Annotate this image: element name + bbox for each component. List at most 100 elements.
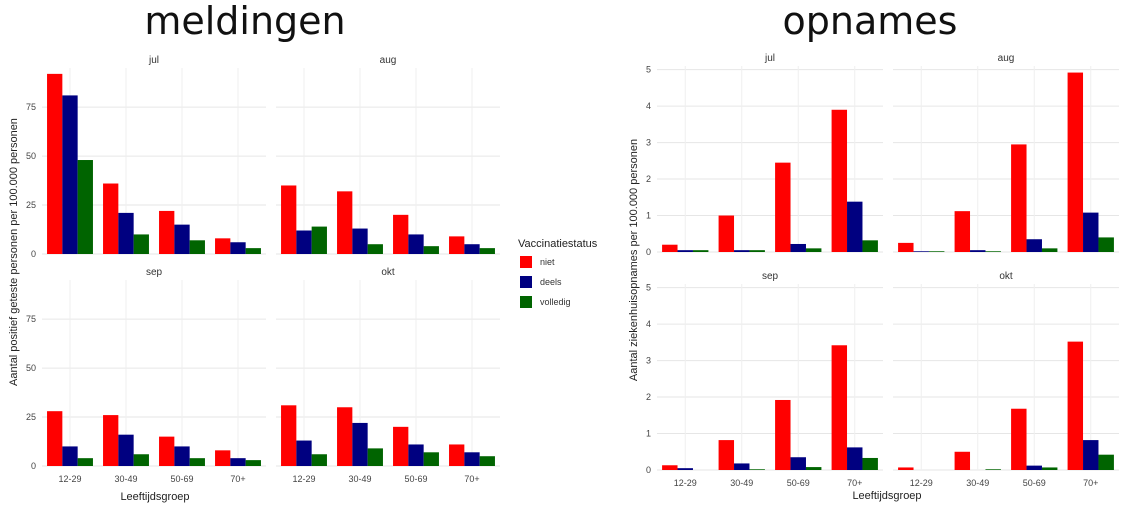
legend-label-volledig: volledig — [540, 297, 571, 307]
bar-sep-30-49-volledig — [749, 469, 765, 470]
bar-sep-50-69-volledig — [189, 458, 205, 466]
bar-okt-30-49-volledig — [985, 469, 1001, 470]
y-tick-label: 25 — [26, 412, 36, 422]
x-tick-label: 70+ — [464, 474, 479, 484]
bar-okt-30-49-volledig — [367, 448, 383, 466]
bar-jul-50-69-volledig — [189, 240, 205, 254]
bar-aug-70+-niet — [1067, 72, 1084, 253]
bar-aug-30-49-volledig — [985, 251, 1001, 252]
bar-okt-12-29-niet — [281, 405, 297, 466]
y-tick-label: 50 — [26, 363, 36, 373]
y-tick-label: 0 — [31, 461, 36, 471]
bar-jul-12-29-deels — [62, 95, 78, 255]
y-tick-label: 0 — [646, 465, 651, 475]
bar-sep-70+-volledig — [245, 460, 261, 466]
y-tick-label: 2 — [646, 174, 651, 184]
opnames-panel-okt: okt 12-29 30-49 50-69 70+ — [893, 271, 1119, 488]
bar-sep-30-49-volledig — [133, 454, 149, 466]
legend-title: Vaccinatiestatus — [518, 238, 598, 250]
y-tick-label: 0 — [31, 249, 36, 259]
x-tick-label: 12-29 — [910, 478, 933, 488]
bar-aug-30-49-deels — [352, 228, 368, 254]
x-tick-label: 30-49 — [730, 478, 753, 488]
bar-sep-50-69-deels — [174, 446, 190, 466]
bar-okt-30-49-niet — [954, 451, 971, 470]
y-tick-label: 3 — [646, 138, 651, 148]
y-tick-label: 5 — [646, 65, 651, 75]
x-axis-title-opnames: Leeftijdsgroep — [852, 490, 921, 502]
legend-swatch-niet — [520, 256, 532, 268]
bar-jul-12-29-deels — [677, 250, 693, 252]
bar-jul-70+-volledig — [862, 240, 878, 252]
legend-label-deels: deels — [540, 277, 562, 287]
y-tick-label: 50 — [26, 151, 36, 161]
y-tick-label: 75 — [26, 314, 36, 324]
meldingen-panel-jul: jul 0 25 50 75 — [26, 55, 266, 259]
meldingen-panel-okt: okt 12-29 30-49 50-69 70+ — [276, 267, 500, 484]
bar-jul-30-49-niet — [718, 215, 735, 252]
y-tick-label: 5 — [646, 283, 651, 293]
x-axis-title-meldingen: Leeftijdsgroep — [120, 491, 189, 503]
y-tick-label: 1 — [646, 211, 651, 221]
x-tick-label: 50-69 — [404, 474, 427, 484]
bar-aug-30-49-deels — [970, 250, 986, 252]
facet-title-sep: sep — [146, 267, 163, 278]
x-tick-label: 70+ — [1083, 478, 1098, 488]
bar-jul-70+-deels — [230, 242, 246, 254]
bar-aug-50-69-deels — [1026, 239, 1042, 252]
bar-sep-12-29-deels — [677, 468, 693, 470]
bar-aug-30-49-volledig — [367, 244, 383, 254]
bar-aug-30-49-niet — [954, 211, 971, 252]
y-axis-title-meldingen: Aantal positief geteste personen per 100… — [8, 118, 20, 386]
bar-aug-70+-niet — [449, 236, 465, 254]
bar-aug-12-29-volledig — [311, 226, 327, 254]
bar-aug-12-29-volledig — [928, 251, 945, 252]
bar-aug-70+-deels — [1083, 212, 1099, 252]
bar-jul-30-49-volledig — [749, 250, 765, 252]
bar-okt-12-29-niet — [898, 467, 914, 470]
x-tick-label: 50-69 — [170, 474, 193, 484]
bar-sep-70+-niet — [831, 345, 848, 470]
bar-jul-30-49-volledig — [133, 234, 149, 254]
bar-aug-12-29-deels — [296, 230, 312, 254]
y-tick-label: 4 — [646, 319, 651, 329]
x-tick-label: 30-49 — [966, 478, 989, 488]
facet-title-okt: okt — [381, 267, 395, 278]
bar-jul-50-69-deels — [790, 243, 806, 252]
legend-swatch-volledig — [520, 296, 532, 308]
bar-jul-30-49-deels — [734, 250, 750, 252]
bar-sep-12-29-volledig — [77, 458, 93, 466]
x-tick-label: 12-29 — [58, 474, 81, 484]
bar-sep-50-69-niet — [159, 436, 175, 466]
opnames-panel-aug: aug — [893, 53, 1119, 253]
bar-jul-12-29-niet — [47, 73, 63, 254]
bar-sep-50-69-deels — [790, 457, 806, 470]
bar-okt-70+-deels — [1083, 440, 1099, 470]
facet-title-jul: jul — [764, 53, 775, 64]
opnames-chart: opnames Aantal ziekenhuisopnames per 100… — [628, 0, 1119, 502]
bar-sep-50-69-volledig — [805, 467, 822, 470]
bar-jul-12-29-volledig — [692, 250, 709, 252]
legend-swatch-deels — [520, 276, 532, 288]
bar-aug-50-69-niet — [1011, 144, 1027, 252]
bar-aug-50-69-deels — [408, 234, 424, 254]
y-tick-label: 1 — [646, 429, 651, 439]
y-tick-label: 0 — [646, 247, 651, 257]
x-tick-label: 12-29 — [292, 474, 315, 484]
bar-okt-70+-volledig — [479, 456, 495, 466]
facet-title-okt: okt — [999, 271, 1013, 282]
bar-jul-30-49-niet — [103, 183, 119, 254]
bar-jul-70+-niet — [215, 238, 231, 254]
bar-sep-30-49-niet — [103, 415, 119, 466]
facet-title-sep: sep — [762, 271, 779, 282]
bar-okt-50-69-deels — [1026, 465, 1042, 470]
bar-sep-70+-deels — [230, 458, 246, 466]
x-tick-label: 50-69 — [787, 478, 810, 488]
x-tick-label: 70+ — [847, 478, 862, 488]
x-tick-label: 12-29 — [674, 478, 697, 488]
bar-okt-30-49-deels — [352, 422, 368, 466]
bar-aug-70+-volledig — [479, 248, 495, 254]
bar-okt-70+-niet — [449, 444, 465, 466]
legend-label-niet: niet — [540, 257, 555, 267]
y-axis-title-opnames: Aantal ziekenhuisopnames per 100.000 per… — [628, 139, 640, 381]
